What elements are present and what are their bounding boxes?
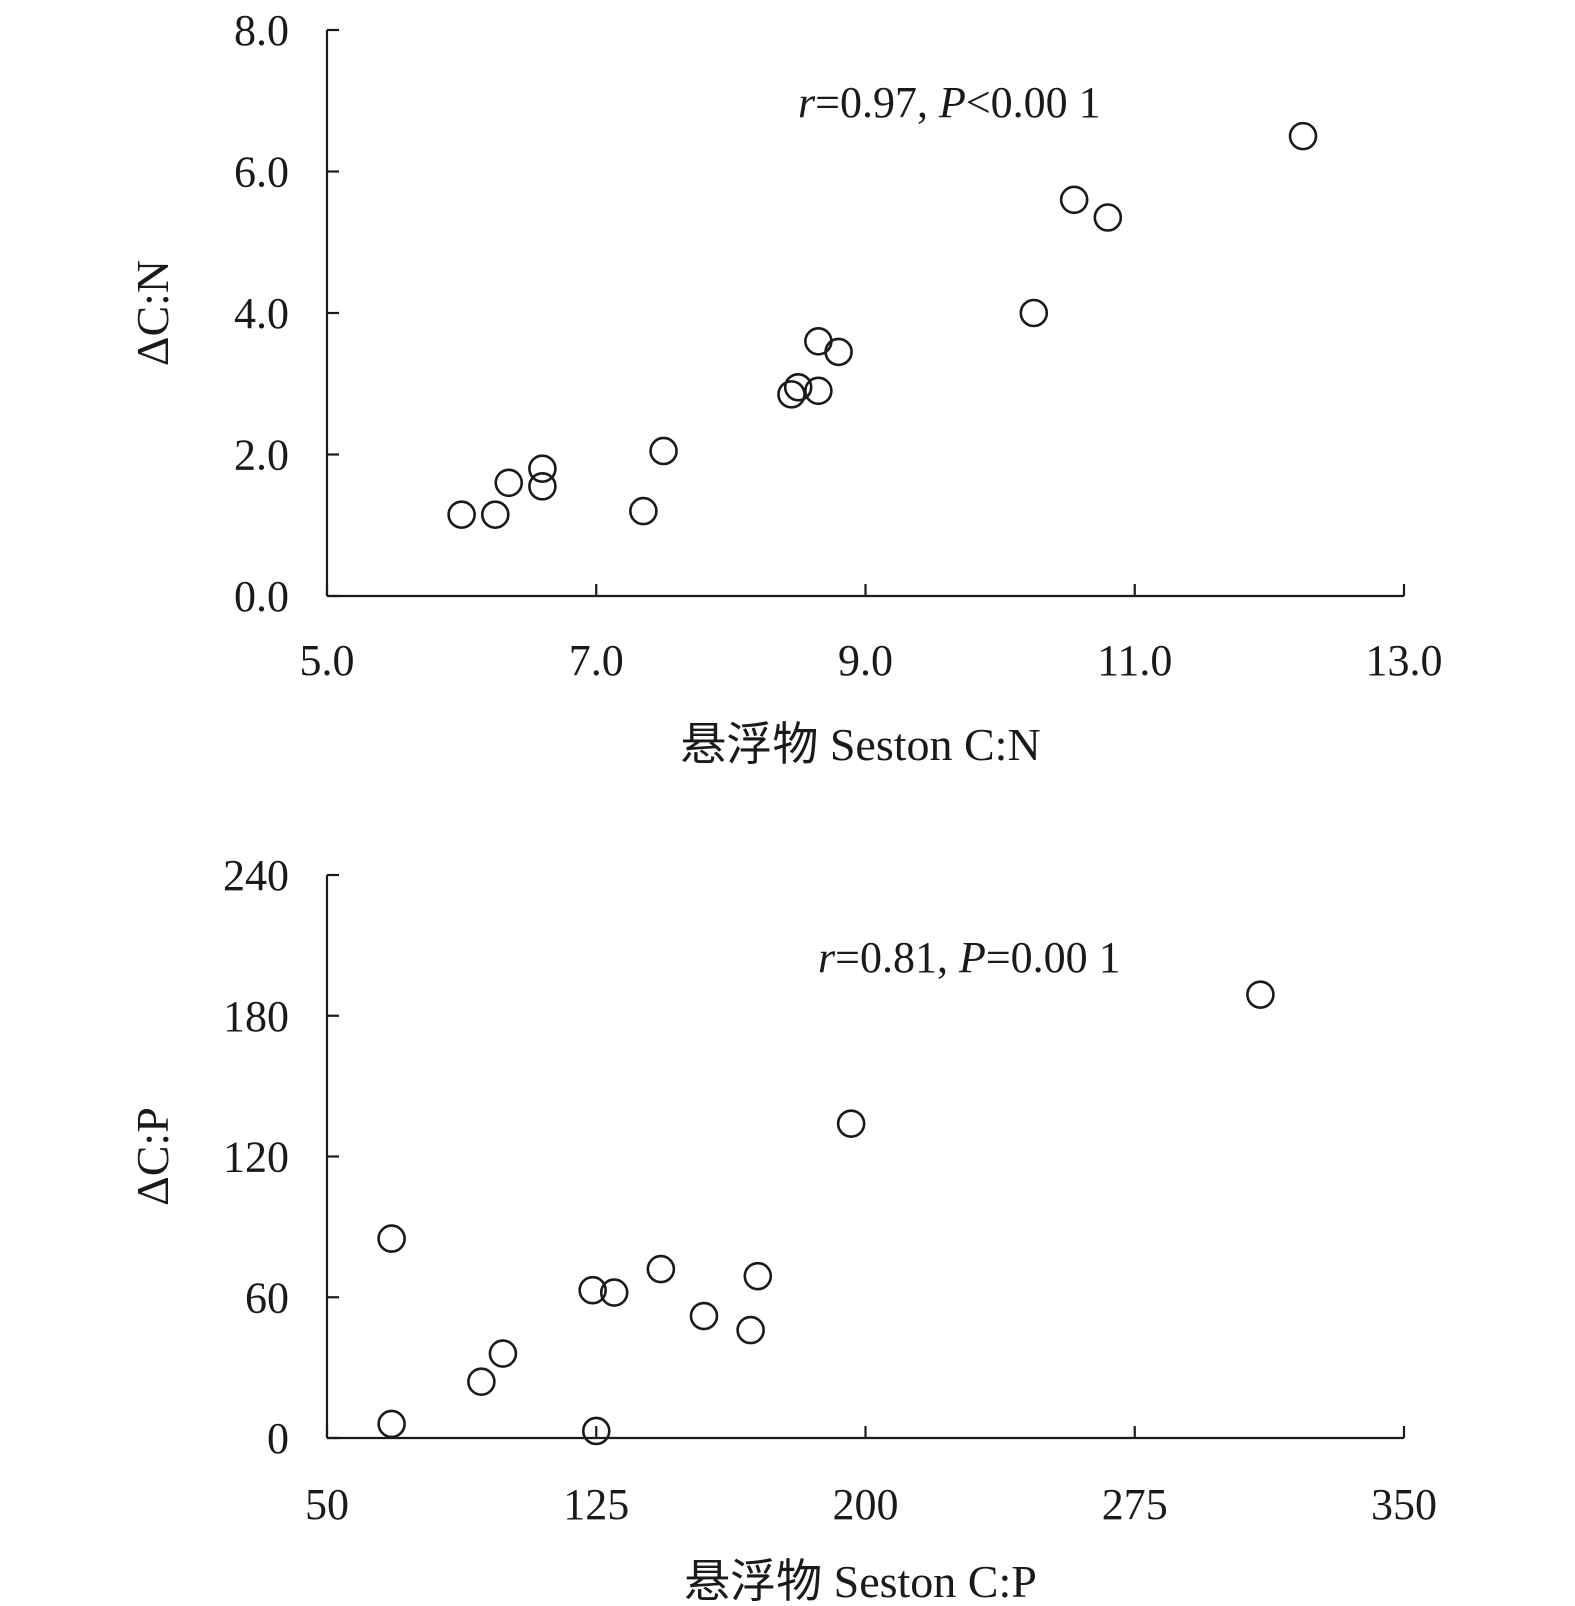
data-point xyxy=(578,1275,607,1305)
data-point xyxy=(836,1109,866,1138)
data-point xyxy=(1288,121,1318,151)
data-point xyxy=(377,1224,406,1253)
y-tick-label: 240 xyxy=(223,851,289,900)
data-point xyxy=(689,1301,719,1331)
data-point xyxy=(447,500,476,529)
data-point xyxy=(494,468,524,498)
data-point xyxy=(1093,203,1123,232)
data-point xyxy=(743,1261,773,1291)
y-axis-title: ΔC:N xyxy=(127,260,178,366)
data-point xyxy=(736,1315,765,1345)
chart-cn: 0.0 2.0 4.0 6.0 8.0 5.0 7.0 9.0 11.0 13.0 悬浮物 Sest… xyxy=(127,6,1443,770)
data-point xyxy=(467,1367,496,1396)
data-point xyxy=(528,472,557,501)
data-point xyxy=(377,1409,406,1439)
chart-cp: 0 60 120 180 240 50 125 200 275 350 悬浮物 Seston C:P… xyxy=(127,851,1437,1606)
data-point xyxy=(777,380,806,409)
y-tick-label: 8.0 xyxy=(234,6,289,55)
data-point xyxy=(629,496,658,526)
x-tick-label: 275 xyxy=(1102,1480,1168,1529)
data-point xyxy=(581,1416,611,1446)
x-tick-label: 11.0 xyxy=(1097,636,1172,685)
y-tick-label: 4.0 xyxy=(234,289,289,338)
x-tick-label: 125 xyxy=(563,1480,629,1529)
x-tick-label: 9.0 xyxy=(838,636,893,685)
data-point xyxy=(804,326,833,356)
data-point xyxy=(488,1339,518,1368)
data-point xyxy=(783,372,813,402)
y-tick-label: 0 xyxy=(267,1414,289,1463)
stats-annotation: r=0.97, P<0.00 1 xyxy=(798,78,1101,127)
data-point xyxy=(824,337,853,367)
data-point xyxy=(528,454,557,483)
y-axis-title: ΔC:P xyxy=(127,1107,178,1206)
x-axis-title: 悬浮物 Seston C:P xyxy=(684,1556,1037,1606)
y-tick-label: 6.0 xyxy=(234,148,289,197)
data-point xyxy=(649,436,678,466)
y-tick-label: 60 xyxy=(245,1273,289,1322)
x-axis-title: 悬浮物 Seston C:N xyxy=(680,719,1040,770)
x-tick-label: 200 xyxy=(833,1480,899,1529)
y-tick-label: 0.0 xyxy=(234,572,289,621)
x-tick-label: 13.0 xyxy=(1366,636,1443,685)
data-point xyxy=(804,376,833,406)
x-tick-label: 50 xyxy=(305,1480,349,1529)
x-tick-label: 5.0 xyxy=(300,636,355,685)
data-point xyxy=(599,1278,629,1307)
y-tick-label: 180 xyxy=(223,992,289,1041)
data-point xyxy=(1246,980,1275,1009)
y-tick-label: 120 xyxy=(223,1133,289,1182)
data-point xyxy=(1019,298,1049,328)
data-point xyxy=(480,500,510,529)
data-point xyxy=(1059,185,1089,215)
data-point xyxy=(646,1254,676,1284)
x-tick-label: 7.0 xyxy=(569,636,624,685)
x-tick-label: 350 xyxy=(1371,1480,1437,1529)
stats-annotation: r=0.81, P=0.00 1 xyxy=(818,933,1121,982)
y-tick-label: 2.0 xyxy=(234,431,289,480)
